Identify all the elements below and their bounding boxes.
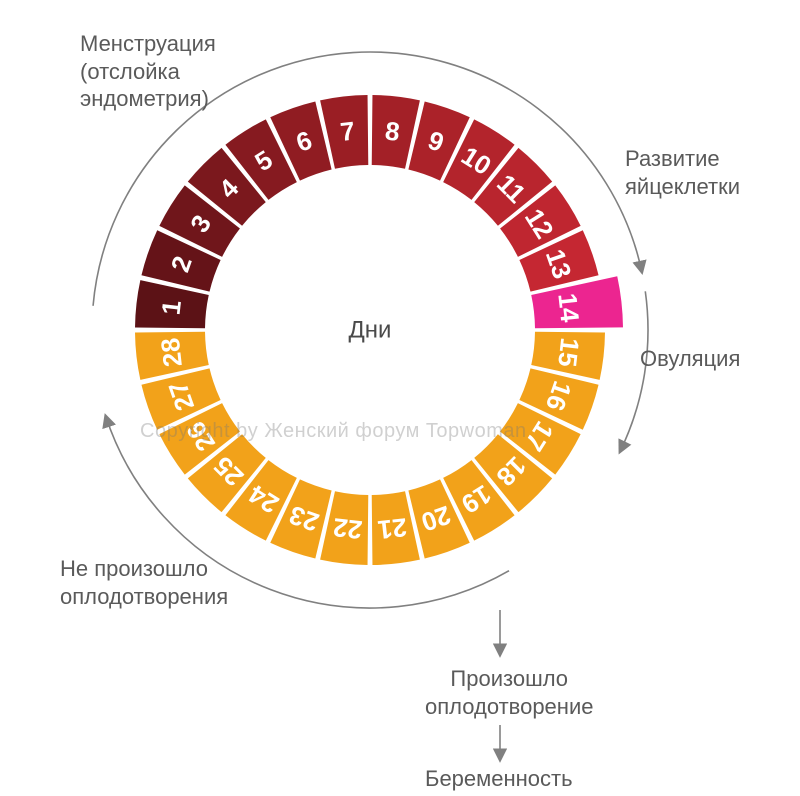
watermark-text: Copyright by Женский форум Topwoman xyxy=(140,420,527,443)
day-number-15: 15 xyxy=(552,336,585,368)
day-number-28: 28 xyxy=(155,336,188,368)
day-number-21: 21 xyxy=(376,512,408,545)
center-label: Дни xyxy=(349,317,392,344)
label-egg-development: Развитиеяйцеклетки xyxy=(625,145,740,200)
label-ovulation: Овуляция xyxy=(640,345,740,373)
cycle-diagram: 1234567891011121314151617181920212223242… xyxy=(0,0,800,796)
label-menstruation: Менструация(отслойкаэндометрия) xyxy=(80,30,216,113)
label-pregnancy: Беременность xyxy=(425,765,573,793)
day-number-22: 22 xyxy=(332,512,364,545)
day-number-14: 14 xyxy=(552,292,585,325)
label-no-fertilization: Не произошлооплодотворения xyxy=(60,555,228,610)
label-fertilization: Произошлооплодотворение xyxy=(425,665,593,720)
